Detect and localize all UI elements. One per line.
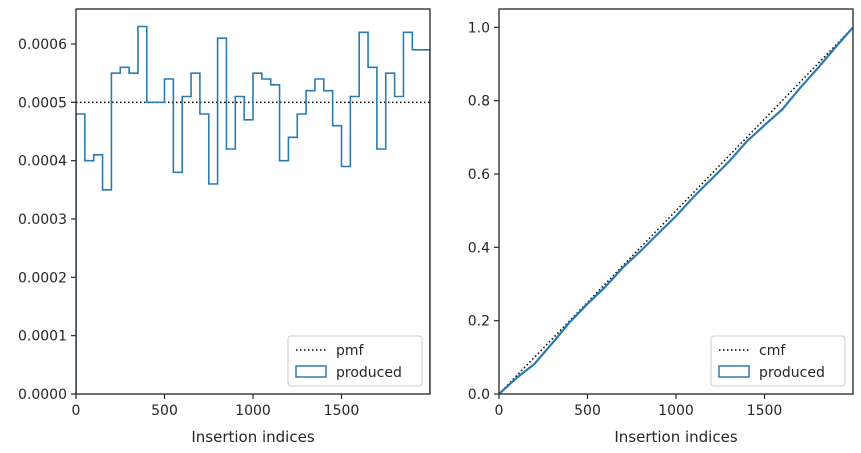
x-tick-label: 1500	[324, 403, 360, 419]
x-tick-label: 1500	[747, 403, 783, 419]
y-tick-label: 0.0003	[18, 212, 67, 228]
plot-area	[499, 26, 853, 394]
x-tick-label: 500	[574, 403, 601, 419]
y-tick-label: 0.0005	[18, 95, 67, 111]
y-tick-label: 1.0	[468, 20, 490, 36]
y-tick-label: 0.6	[468, 167, 490, 183]
x-tick-label: 500	[151, 403, 178, 419]
y-tick-label: 0.0001	[18, 329, 67, 345]
x-tick-label: 0	[495, 403, 504, 419]
cmf-panel: 0 500 1000 1500 0.0 0.2 0.4 0.6 0.8 1.0 Insertion …	[468, 8, 854, 446]
produced-line	[499, 26, 853, 394]
produced-histogram-step	[76, 25, 430, 394]
legend-label-produced: produced	[759, 365, 825, 381]
legend-swatch-produced	[295, 365, 327, 378]
x-tick-label: 1000	[658, 403, 694, 419]
y-tick-label: 0.0	[468, 387, 490, 403]
legend-label-pmf: pmf	[336, 343, 365, 359]
x-axis-label: Insertion indices	[191, 428, 314, 446]
plot-area	[76, 25, 430, 394]
y-tick-label: 0.2	[468, 314, 490, 330]
y-tick-label: 0.4	[468, 240, 490, 256]
legend-swatch-produced	[718, 365, 750, 378]
legend-label-produced: produced	[336, 365, 402, 381]
legend: pmf produced	[287, 335, 423, 387]
pmf-panel: 0 500 1000 1500 0.0000 0.0001 0.0002 0.0003 0.00…	[18, 8, 431, 446]
legend-label-cmf: cmf	[759, 343, 786, 359]
cmf-line	[499, 26, 853, 394]
legend: cmf produced	[710, 335, 846, 387]
y-tick-label: 0.8	[468, 94, 490, 110]
y-tick-label: 0.0002	[18, 270, 67, 286]
x-tick-label: 1000	[235, 403, 271, 419]
y-tick-label: 0.0004	[18, 154, 67, 170]
y-tick-label: 0.0006	[18, 37, 67, 53]
x-axis-label: Insertion indices	[614, 428, 737, 446]
y-tick-label: 0.0000	[18, 387, 67, 403]
x-tick-label: 0	[72, 403, 81, 419]
